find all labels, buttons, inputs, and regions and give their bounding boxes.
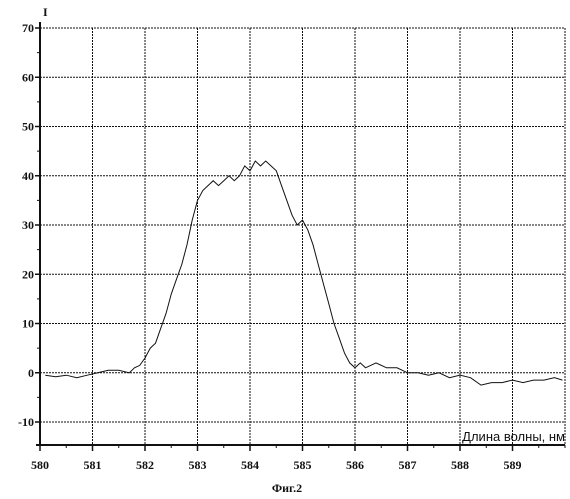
y-tick-labels: 70 60 50 40 30 20 10 0 -10: [18, 21, 34, 429]
y-tick-label: 10: [22, 317, 34, 331]
figure-caption: Фиг.2: [272, 481, 302, 495]
y-tick-label: -10: [18, 415, 34, 429]
axes: [35, 22, 565, 451]
y-tick-label: 50: [22, 120, 34, 134]
x-tick-label: 587: [399, 458, 417, 472]
x-tick-label: 582: [136, 458, 154, 472]
x-tick-label: 580: [31, 458, 49, 472]
x-tick-label: 588: [451, 458, 469, 472]
x-tick-label: 585: [294, 458, 312, 472]
x-tick-labels: 580 581 582 583 584 585 586 587 588 589: [31, 458, 522, 472]
x-tick-label: 583: [189, 458, 207, 472]
x-tick-label: 581: [84, 458, 102, 472]
y-tick-label: 60: [22, 70, 34, 84]
y-tick-label: 70: [22, 21, 34, 35]
y-tick-label: 30: [22, 218, 34, 232]
x-tick-label: 589: [504, 458, 522, 472]
y-tick-label: 0: [28, 366, 34, 380]
y-tick-label: 20: [22, 267, 34, 281]
y-tick-label: 40: [22, 169, 34, 183]
x-tick-label: 584: [241, 458, 259, 472]
spectrum-line: [45, 161, 562, 385]
y-axis-title: I: [43, 5, 48, 19]
x-tick-label: 586: [346, 458, 364, 472]
x-axis-title: Длина волны, нм: [462, 429, 565, 444]
grid: [40, 28, 565, 445]
